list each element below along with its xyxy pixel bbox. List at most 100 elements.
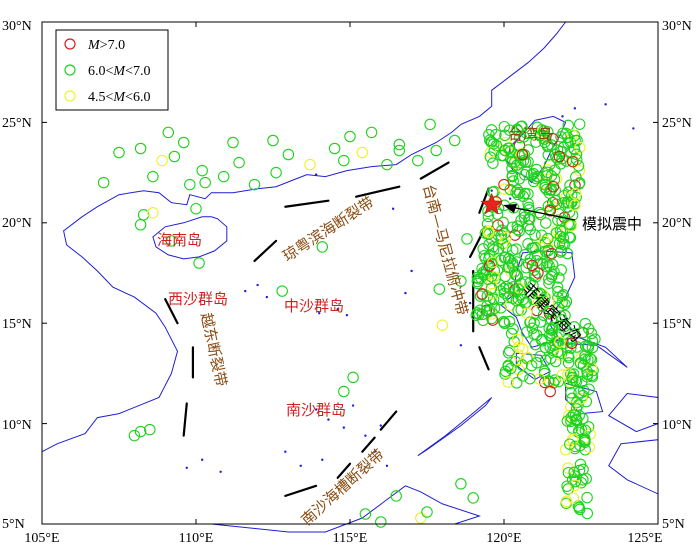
earthquake-marker — [424, 118, 436, 131]
earthquake-marker — [495, 149, 508, 162]
earthquake-marker — [553, 328, 565, 341]
earthquake-marker — [556, 215, 568, 227]
earthquake-marker — [557, 289, 570, 301]
earthquake-marker — [511, 124, 524, 137]
island-dot — [318, 311, 321, 315]
legend-label-gt7: M>7.0 — [87, 38, 125, 53]
earthquake-marker — [177, 136, 190, 149]
earthquake-marker — [390, 490, 402, 502]
earthquake-marker — [276, 285, 288, 297]
earthquake-marker — [513, 225, 525, 237]
earthquake-marker — [381, 158, 393, 171]
earthquake-marker — [156, 154, 168, 167]
earthquake-marker — [574, 141, 586, 154]
earthquake-marker — [134, 425, 147, 438]
earthquake-marker — [561, 247, 574, 260]
epicenter-arrow — [505, 205, 576, 221]
label-hainan: 海南岛 — [157, 231, 202, 249]
earthquake-marker — [558, 189, 570, 202]
island-dot — [342, 426, 346, 429]
earthquake-marker — [488, 271, 500, 283]
earthquake-marker — [485, 282, 498, 295]
earthquake-marker — [498, 178, 510, 191]
borneo-coastline — [183, 485, 482, 533]
earthquake-marker — [545, 170, 558, 182]
earthquake-marker — [579, 424, 592, 437]
earthquake-marker — [511, 269, 523, 282]
earthquake-marker — [344, 130, 356, 143]
earthquake-marker — [527, 242, 539, 255]
earthquake-marker — [585, 327, 598, 340]
earthquake-marker — [487, 157, 499, 169]
earthquake-marker — [487, 293, 500, 306]
earthquake-marker — [530, 136, 542, 148]
earthquake-marker — [551, 281, 564, 293]
earthquake-marker — [513, 341, 525, 353]
earthquake-marker — [574, 458, 587, 471]
earthquake-marker — [134, 219, 147, 231]
earthquake-marker — [554, 246, 567, 258]
island-dot — [364, 434, 367, 437]
fault-tainan-manila-segment — [478, 346, 490, 371]
earthquake-marker — [542, 232, 554, 245]
earthquake-marker — [338, 385, 350, 398]
earthquake-marker — [568, 321, 581, 333]
earthquake-marker — [569, 479, 581, 492]
earthquake-marker — [556, 296, 568, 309]
earthquake-marker — [528, 317, 540, 329]
earthquake-marker — [561, 415, 574, 427]
lat-tick-20-left: 20°N — [2, 216, 32, 231]
island-dot — [391, 207, 395, 210]
earthquake-marker — [393, 138, 406, 151]
earthquake-marker — [505, 362, 517, 375]
earthquake-marker — [498, 183, 511, 195]
earthquake-marker — [527, 279, 539, 292]
fault-nansha-trough-segment — [361, 436, 376, 453]
lat-tick-10-right: 10°N — [662, 418, 692, 433]
earthquake-marker — [568, 466, 580, 479]
earthquake-marker — [566, 155, 579, 168]
earthquake-marker — [582, 340, 594, 352]
earthquake-marker — [461, 233, 473, 245]
label-taiwan: 台湾岛 — [508, 125, 553, 143]
earthquake-marker — [524, 372, 536, 385]
earthquake-marker — [526, 322, 539, 335]
earthquake-marker — [486, 312, 498, 325]
earthquake-marker — [511, 220, 524, 232]
lat-tick-30-left: 30°N — [2, 19, 32, 34]
mainland-coastline — [41, 21, 566, 453]
island-dot — [351, 404, 355, 407]
earthquake-marker — [524, 277, 536, 289]
mindanao-coastline — [608, 439, 659, 495]
island-dot — [561, 115, 564, 118]
earthquake-marker — [518, 207, 531, 220]
earthquake-marker — [248, 178, 261, 191]
earthquake-marker — [513, 131, 526, 144]
lon-tick-120: 120°E — [486, 531, 521, 546]
earthquake-marker — [531, 121, 544, 134]
earthquake-marker — [547, 133, 559, 145]
earthquake-marker — [574, 357, 587, 370]
earthquake-marker — [476, 288, 488, 300]
earthquake-marker — [470, 309, 483, 321]
earthquake-marker — [506, 259, 519, 271]
earthquake-marker — [519, 169, 531, 181]
legend-marker-gt7 — [64, 38, 76, 50]
earthquake-marker — [557, 238, 569, 251]
earthquake-marker — [483, 253, 495, 265]
fault-yuedong-segment — [182, 402, 188, 437]
earthquake-marker — [543, 322, 555, 335]
earthquake-marker — [537, 300, 549, 312]
earthquake-marker — [516, 148, 529, 161]
fault-yuedong-segment — [164, 298, 179, 325]
earthquake-marker — [562, 368, 574, 380]
earthquake-marker — [356, 146, 369, 159]
earthquake-marker — [541, 257, 554, 269]
earthquake-marker — [455, 275, 467, 287]
earthquake-marker — [544, 205, 556, 217]
earthquake-marker — [415, 512, 427, 524]
earthquake-marker — [162, 126, 175, 139]
earthquake-marker — [569, 475, 582, 488]
earthquake-marker — [521, 307, 533, 319]
earthquake-marker — [484, 294, 496, 306]
